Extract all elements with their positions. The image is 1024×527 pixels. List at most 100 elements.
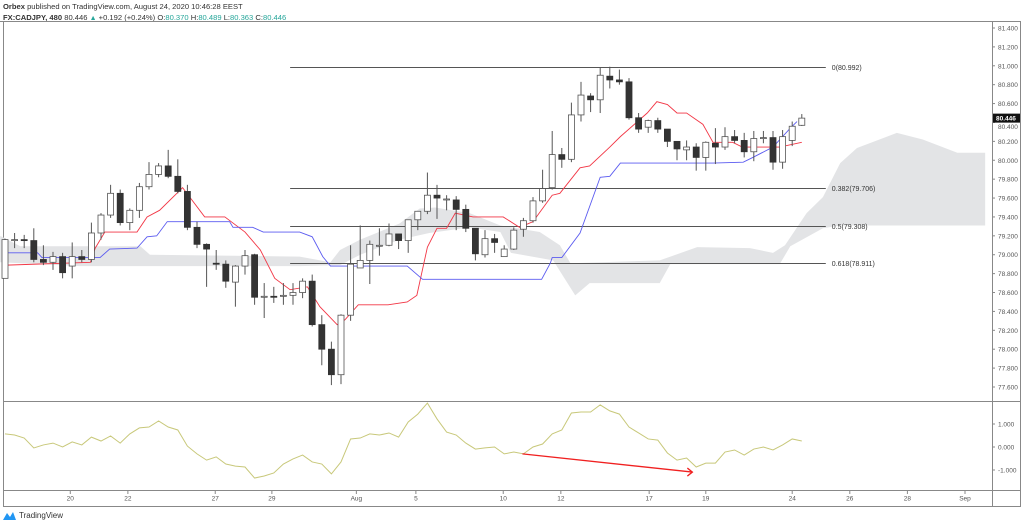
candle-body-up xyxy=(356,259,364,269)
time-tick-label: 26 xyxy=(846,496,854,503)
candle-body-down xyxy=(212,262,220,265)
oscillator-line xyxy=(4,402,802,479)
fib-level-label: 0.382(79.706) xyxy=(832,186,876,193)
candle xyxy=(356,225,364,269)
candle xyxy=(222,260,230,288)
time-tick-label: 10 xyxy=(500,496,508,503)
candle xyxy=(289,283,297,305)
candle-body-up xyxy=(779,136,786,163)
price-tick-label: 79.800 xyxy=(998,177,1018,184)
candle-body-down xyxy=(164,165,172,177)
candle-body-up xyxy=(145,174,153,188)
candle xyxy=(59,252,66,279)
candle-body-down xyxy=(59,256,66,274)
candle xyxy=(145,162,153,190)
candle-body-up xyxy=(49,256,57,263)
candle xyxy=(30,228,38,263)
fibonacci-retracement[interactable]: 0(80.992) 0.382(79.706) 0.5(79.308) 0.618(7… xyxy=(290,65,875,268)
up-arrow-icon: ▲ xyxy=(89,15,97,22)
price-axis[interactable]: 81.400 81.200 81.000 80.800 80.600 80.400 80.2… xyxy=(992,26,1020,392)
candle xyxy=(769,130,777,170)
candle xyxy=(731,130,738,144)
candle-body-up xyxy=(260,295,268,298)
candle-body-up xyxy=(577,94,585,116)
candle xyxy=(491,233,499,253)
candle-body-up xyxy=(788,125,796,141)
price-change: +0.192 (+0.24%) xyxy=(98,13,156,22)
candle-body-up xyxy=(414,210,422,221)
candle xyxy=(260,283,268,319)
last-price: 80.446 xyxy=(64,13,88,22)
low-value: 80.363 xyxy=(230,13,254,22)
candle-body-down xyxy=(318,324,326,350)
open-value: 80.370 xyxy=(165,13,189,22)
price-tick-label: 77.600 xyxy=(998,384,1018,391)
candle-body-down xyxy=(20,239,28,242)
candle-body-down xyxy=(193,226,201,245)
candle xyxy=(644,119,652,133)
candle xyxy=(740,132,748,158)
candle-body-up xyxy=(520,220,527,230)
candle xyxy=(443,195,451,211)
candle xyxy=(395,233,403,250)
candle-body-up xyxy=(375,244,383,247)
candle xyxy=(673,140,681,161)
candle-body-down xyxy=(203,243,211,250)
candle xyxy=(78,250,86,263)
candle-body-down xyxy=(606,75,614,81)
candle xyxy=(587,93,594,113)
candle-body-down xyxy=(654,120,662,130)
time-tick-label: Aug xyxy=(351,496,363,503)
kijun-line xyxy=(6,121,798,280)
candle xyxy=(107,184,114,218)
candle-body-down xyxy=(769,137,777,163)
candle-body-down xyxy=(471,227,479,255)
price-tick-label: 80.800 xyxy=(998,82,1018,89)
symbol-label[interactable]: FX:CADJPY, 480 xyxy=(3,13,63,22)
candle xyxy=(404,219,412,253)
candle-body-up xyxy=(539,188,546,202)
candle xyxy=(11,232,19,249)
candle-body-up xyxy=(721,136,729,148)
candle xyxy=(414,210,422,231)
time-tick-label: Sep xyxy=(959,496,971,503)
price-tick-label: 81.400 xyxy=(998,26,1018,33)
candle xyxy=(654,117,662,133)
candle xyxy=(760,130,767,144)
low-label: L: xyxy=(223,13,231,22)
candle-body-down xyxy=(116,192,124,224)
candle-body-up xyxy=(510,229,518,250)
candle xyxy=(135,182,143,218)
price-tick-label: 78.600 xyxy=(998,290,1018,297)
arrow-head-icon xyxy=(686,467,694,477)
candle-body-up xyxy=(88,232,95,260)
candle xyxy=(155,163,163,178)
candle xyxy=(452,196,460,231)
oscillator-pane: 1.000 0.000 -1.000 xyxy=(4,402,1017,479)
last-price-label: 80.446 xyxy=(996,115,1016,122)
price-tick-label: 79.200 xyxy=(998,233,1018,240)
tradingview-logo[interactable]: TradingView xyxy=(3,511,63,520)
price-tick-label: 78.200 xyxy=(998,328,1018,335)
candle xyxy=(529,197,537,223)
close-value: 80.446 xyxy=(262,13,287,22)
candle-body-up xyxy=(750,138,758,153)
candle xyxy=(568,102,575,163)
candle xyxy=(126,208,134,231)
time-tick-label: 5 xyxy=(414,496,418,503)
candle xyxy=(174,159,182,194)
candle xyxy=(539,169,546,203)
candle xyxy=(625,78,633,120)
candle-body-up xyxy=(347,263,355,316)
candle-body-down xyxy=(625,81,633,119)
candle xyxy=(40,245,47,266)
candle-body-up xyxy=(231,265,239,283)
candle xyxy=(241,250,249,275)
candle-body-up xyxy=(798,117,806,126)
candle-body-down xyxy=(635,117,642,130)
time-axis[interactable]: 20 22 27 29 Aug 5 10 12 17 19 24 26 28 Sep xyxy=(67,491,971,503)
candle-body-down xyxy=(558,154,566,160)
candle-body-up xyxy=(702,141,710,158)
candle-body-down xyxy=(183,191,191,228)
